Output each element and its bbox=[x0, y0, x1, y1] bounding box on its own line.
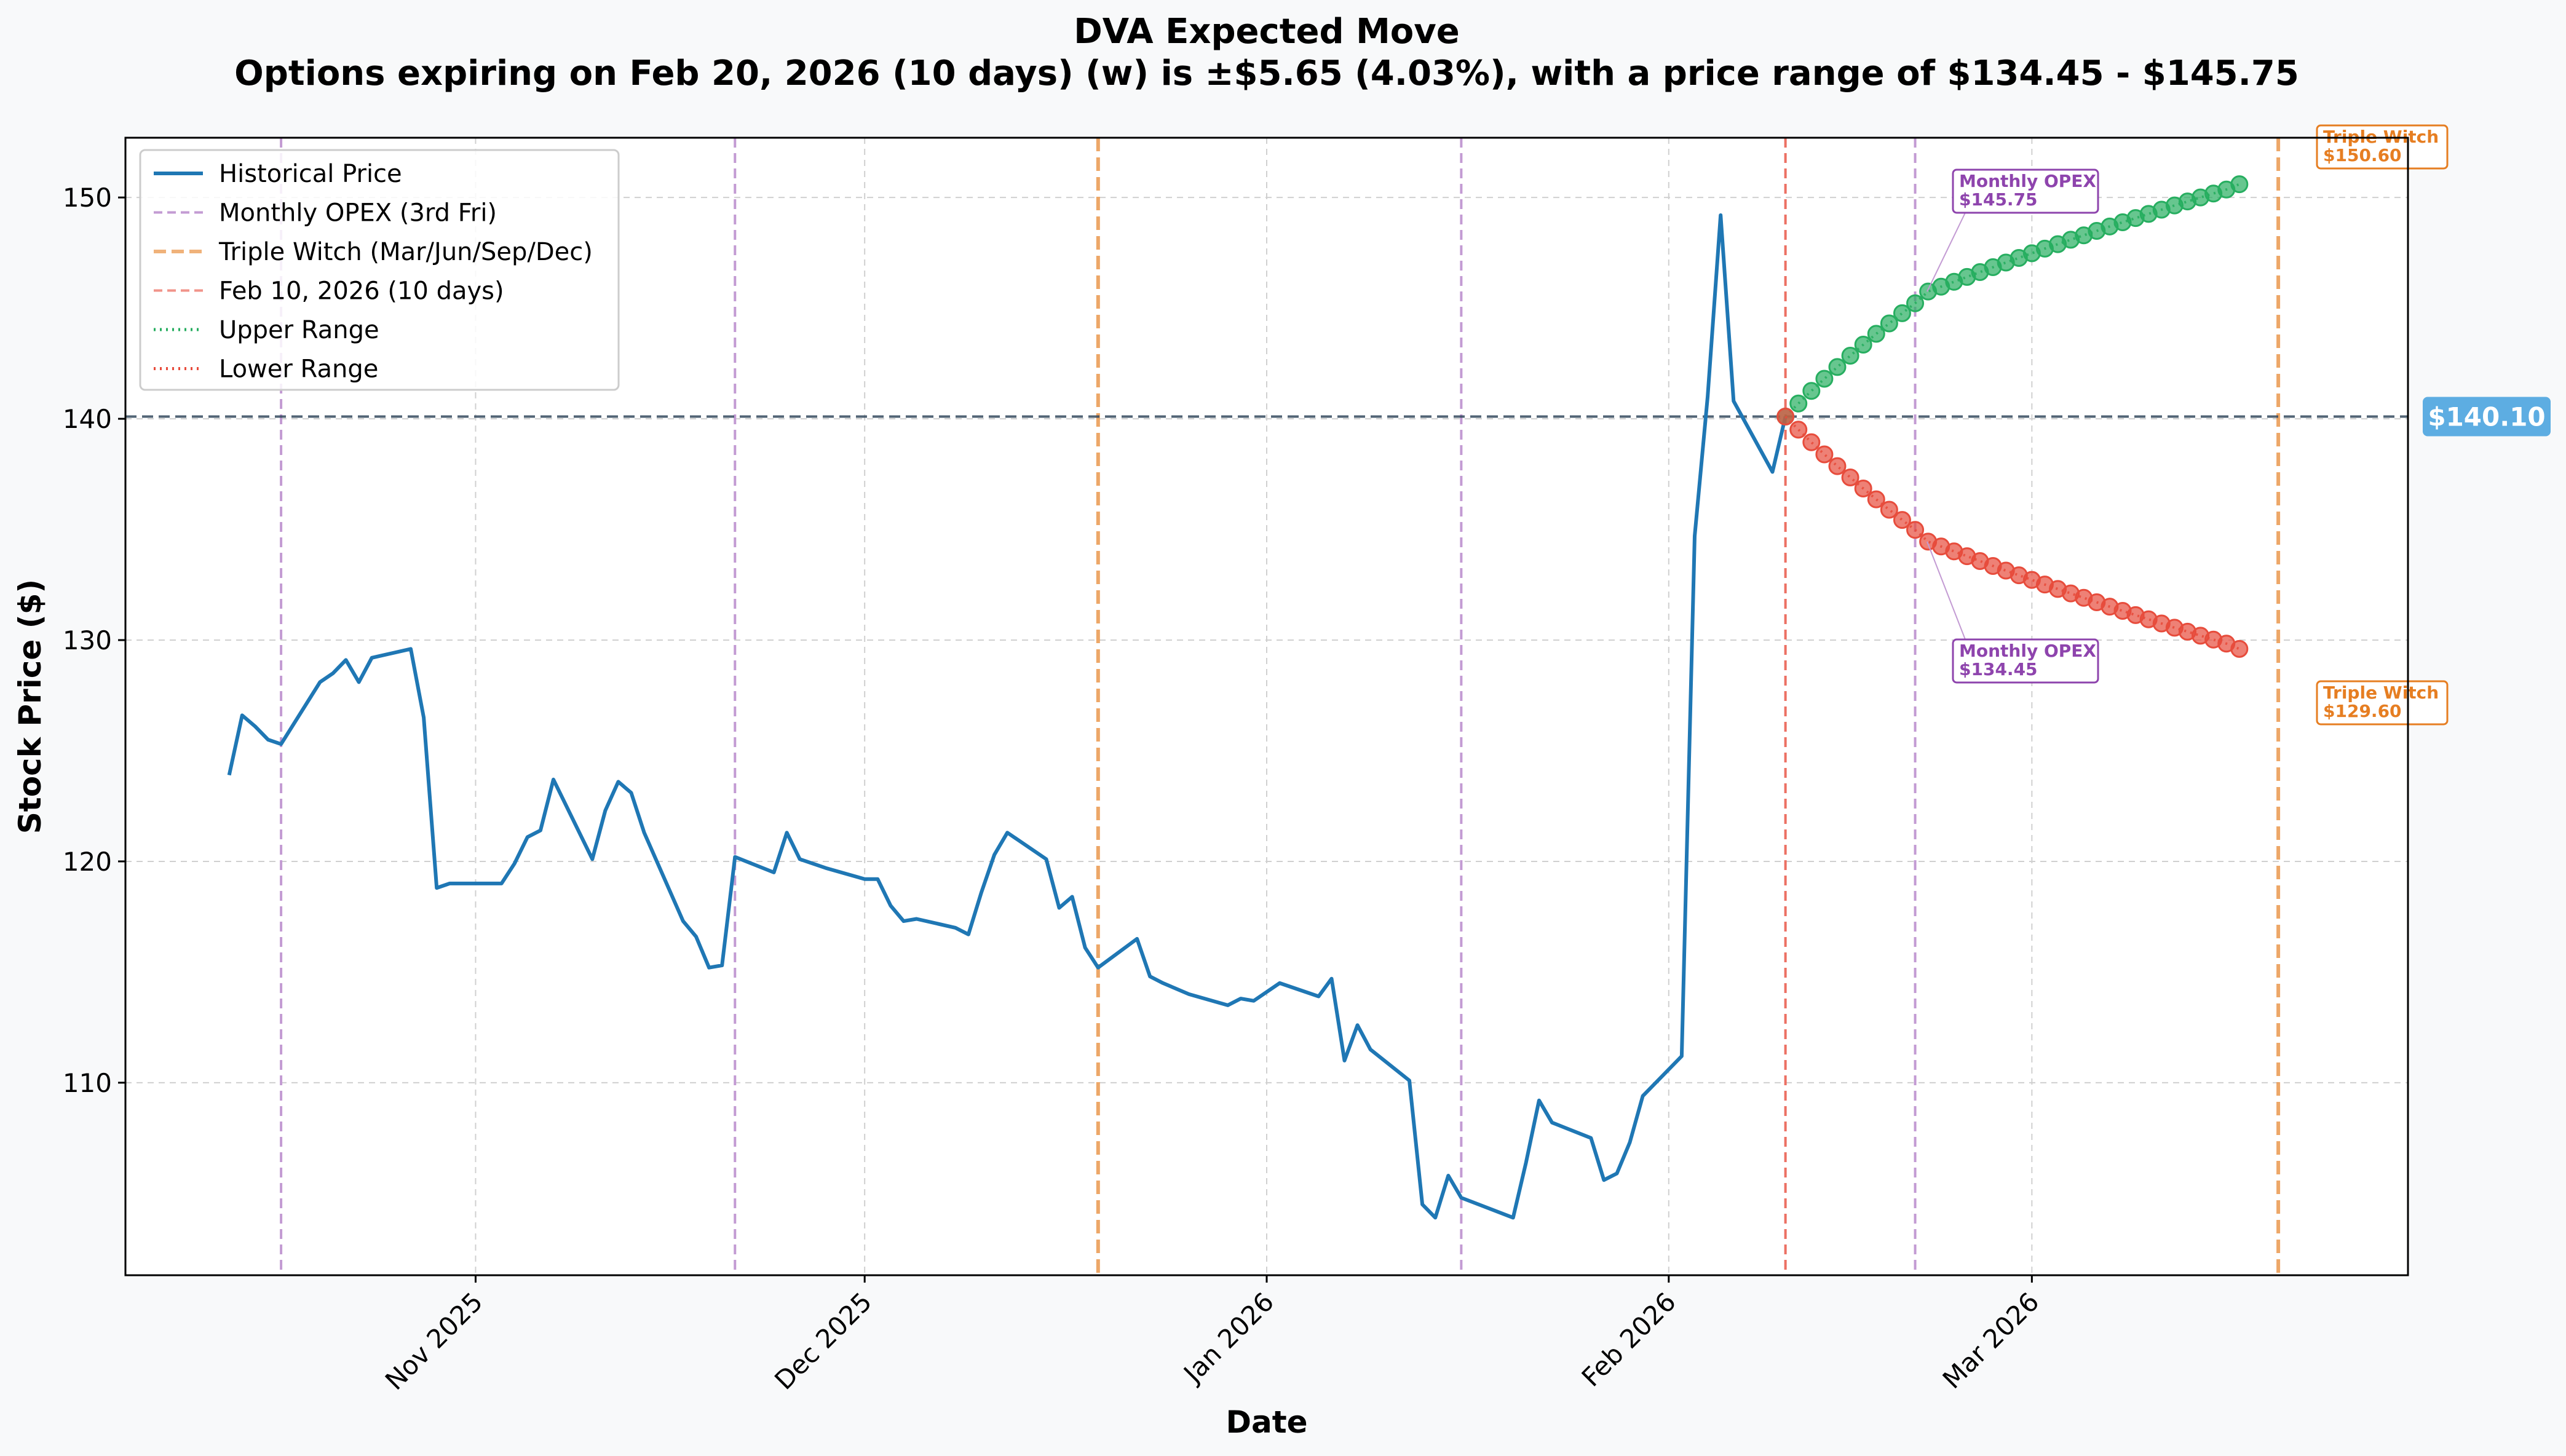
lower-range-point bbox=[1789, 421, 1808, 439]
upper-range-point bbox=[1867, 325, 1885, 343]
upper-range-point bbox=[1815, 370, 1834, 388]
legend-label: Triple Witch (Mar/Jun/Sep/Dec) bbox=[218, 238, 593, 266]
lower-range-point bbox=[1841, 468, 1859, 486]
legend: Historical Price Monthly OPEX (3rd Fri) Tr… bbox=[139, 149, 620, 391]
lower-range-point bbox=[2230, 639, 2249, 658]
lower-range-point bbox=[1815, 445, 1834, 464]
lower-range-point bbox=[1906, 521, 1925, 539]
opex-annotation-box bbox=[1952, 638, 2099, 684]
legend-label: Lower Range bbox=[219, 355, 378, 384]
upper-range-point bbox=[1906, 294, 1925, 312]
lower-range-point bbox=[1867, 490, 1885, 508]
lower-range-point bbox=[1776, 408, 1795, 426]
series-layer bbox=[227, 175, 2249, 1220]
annotation-pointer bbox=[1926, 212, 1966, 292]
upper-range-point bbox=[1841, 347, 1859, 365]
annotation-text: Monthly OPEX bbox=[1959, 641, 2096, 661]
upper-range-point bbox=[1789, 394, 1808, 413]
legend-label: Upper Range bbox=[219, 316, 379, 344]
current-price-badge: $140.10 bbox=[2423, 397, 2551, 437]
upper-range-point bbox=[1802, 382, 1821, 400]
chart-subtitle: Options expiring on Feb 20, 2026 (10 day… bbox=[234, 53, 2299, 93]
upper-range-point bbox=[1880, 314, 1898, 333]
annotation-text: $150.60 bbox=[2323, 145, 2402, 165]
y-axis-ticks: 110 120 130 140 150 bbox=[63, 183, 125, 1098]
lower-range-point bbox=[1854, 479, 1872, 497]
upper-range-point bbox=[2230, 175, 2249, 194]
upper-range-point bbox=[1854, 336, 1872, 354]
legend-label: Historical Price bbox=[219, 160, 402, 188]
triple-witch-annotation-box bbox=[2316, 680, 2449, 726]
y-tick-label: 110 bbox=[63, 1068, 112, 1098]
annotation-text: $145.75 bbox=[1959, 189, 2038, 210]
y-axis-label: Stock Price ($) bbox=[12, 579, 48, 834]
lower-range-point bbox=[1802, 433, 1821, 451]
current-price-badge-label: $140.10 bbox=[2428, 402, 2545, 432]
lower-range-point bbox=[1828, 457, 1847, 475]
y-tick-label: 150 bbox=[63, 183, 112, 213]
x-axis-label: Date bbox=[1226, 1404, 1307, 1440]
annotation-text: Monthly OPEX bbox=[1959, 171, 2096, 191]
legend-label: Feb 10, 2026 (10 days) bbox=[219, 277, 504, 306]
annotation-text: $129.60 bbox=[2323, 701, 2402, 721]
triple-witch-annotation-box bbox=[2316, 124, 2449, 170]
annotation-pointer bbox=[1926, 541, 1966, 640]
legend-label: Monthly OPEX (3rd Fri) bbox=[219, 199, 497, 228]
y-tick-label: 120 bbox=[63, 847, 112, 877]
current-price-badge-box bbox=[2423, 397, 2551, 437]
y-tick-label: 140 bbox=[63, 404, 112, 434]
opex-annotation-box bbox=[1952, 168, 2099, 214]
annotation-text: Triple Witch bbox=[2323, 682, 2439, 703]
legend-box bbox=[139, 149, 620, 391]
chart-title: DVA Expected Move bbox=[1074, 12, 1460, 52]
annotation-text: $134.45 bbox=[1959, 659, 2038, 679]
y-tick-label: 130 bbox=[63, 625, 112, 655]
upper-range-point bbox=[1828, 358, 1847, 376]
historical-price-line bbox=[227, 213, 1788, 1220]
lower-range-point bbox=[1880, 501, 1898, 519]
upper-range-point bbox=[1893, 304, 1911, 322]
lower-range-point bbox=[1893, 511, 1911, 529]
